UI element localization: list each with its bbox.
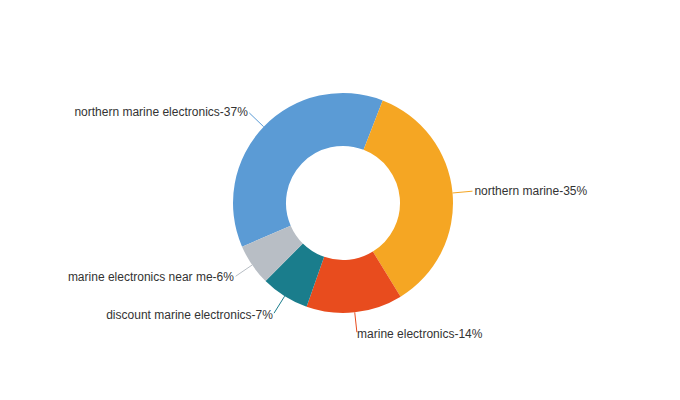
svg-text:marine electronics-14%: marine electronics-14% [357,327,483,341]
svg-text:northern marine electronics-37: northern marine electronics-37% [74,105,248,119]
svg-text:northern marine-35%: northern marine-35% [474,184,587,198]
svg-text:discount marine electronics-7%: discount marine electronics-7% [106,308,273,322]
svg-text:marine electronics near me-6%: marine electronics near me-6% [68,270,234,284]
